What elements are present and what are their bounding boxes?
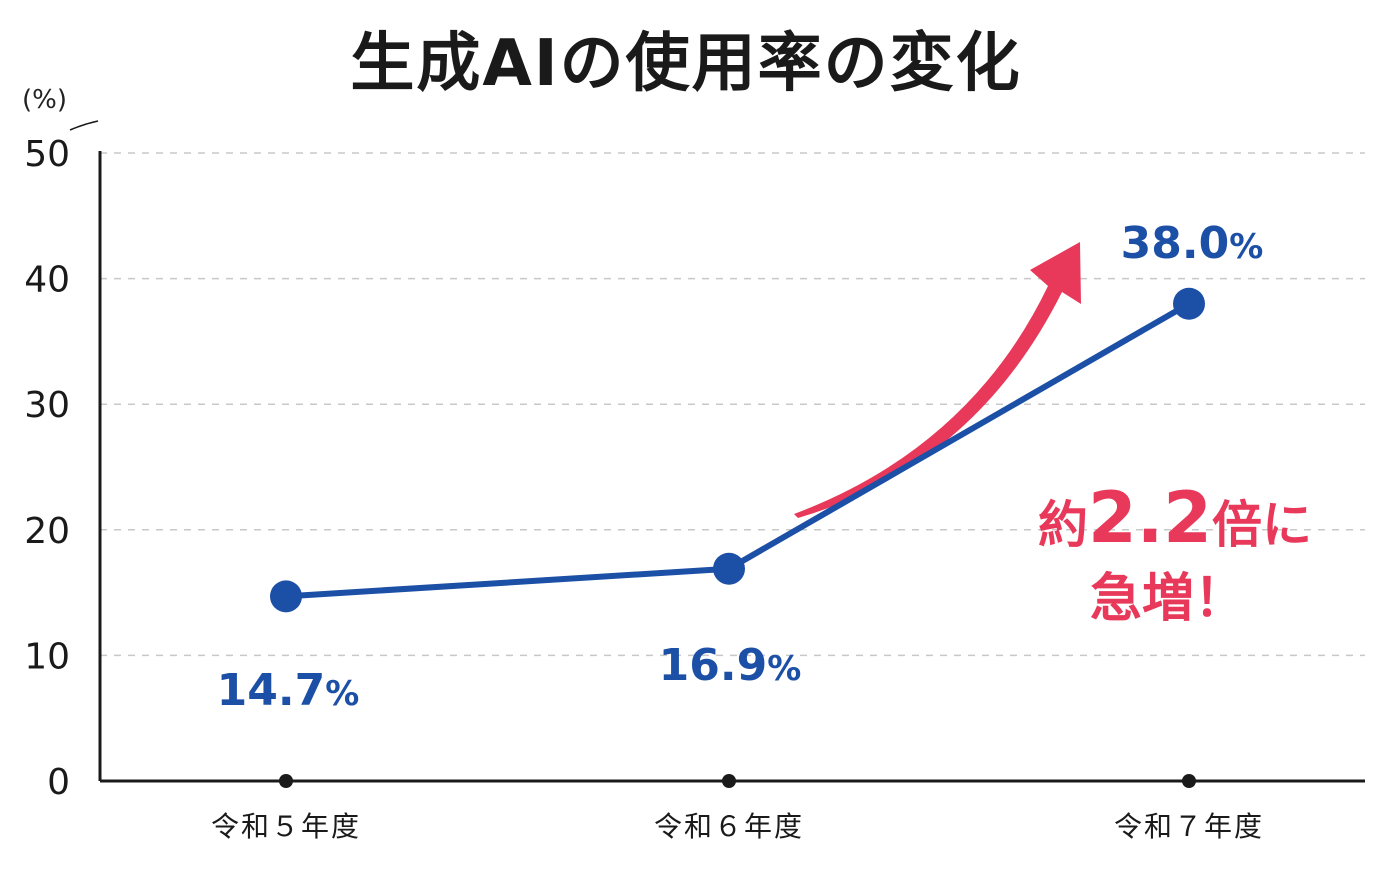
data-point <box>713 552 745 585</box>
growth-arrow-icon <box>794 242 1081 518</box>
y-tick-label: 0 <box>47 762 70 803</box>
x-tick-marker <box>1182 774 1196 788</box>
y-tick-label: 10 <box>24 636 70 677</box>
data-label: 16.9% <box>659 640 802 691</box>
y-axis-unit: (%) <box>22 85 67 115</box>
data-label: 38.0% <box>1121 218 1264 269</box>
data-point <box>270 580 302 613</box>
unit-leader-line <box>69 120 99 131</box>
annotation-line2: 急増！ <box>1090 569 1246 629</box>
x-tick-label: 令和５年度 <box>211 810 361 843</box>
grid-lines <box>100 152 1365 657</box>
x-tick-label: 令和６年度 <box>654 810 804 843</box>
y-tick-label: 30 <box>24 385 70 426</box>
x-tick-marker <box>279 774 293 788</box>
arrow-shape <box>794 242 1081 518</box>
y-tick-label: 50 <box>24 134 70 175</box>
x-tick-marker <box>722 774 736 788</box>
y-tick-label: 40 <box>24 260 70 301</box>
chart-title: 生成AIの使用率の変化 <box>350 27 1021 101</box>
x-tick-labels: 令和５年度 令和６年度 令和７年度 <box>211 774 1264 843</box>
series-line <box>270 287 1205 613</box>
annotation-line1: 約2.2倍に <box>1038 477 1312 559</box>
x-tick-label: 令和７年度 <box>1114 810 1264 843</box>
data-label: 14.7% <box>217 665 360 716</box>
y-tick-labels: 0 10 20 30 40 50 <box>24 134 70 803</box>
data-labels: 14.7% 16.9% 38.0% <box>217 218 1264 716</box>
data-point <box>1173 287 1205 320</box>
y-tick-label: 20 <box>24 511 70 552</box>
